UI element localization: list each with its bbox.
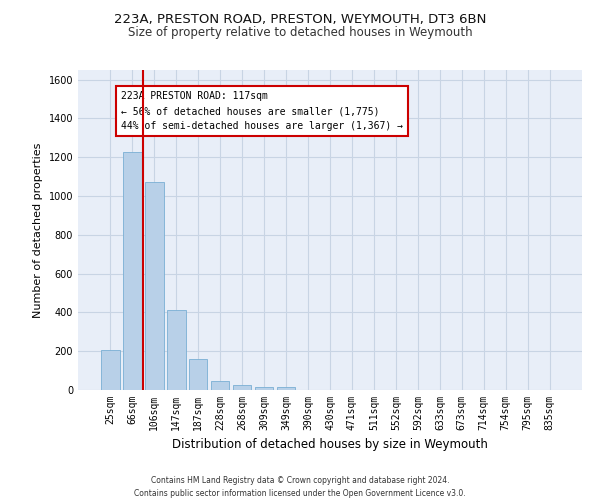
Bar bbox=[145, 182, 164, 390]
Bar bbox=[189, 359, 208, 390]
Bar bbox=[277, 387, 295, 390]
Bar bbox=[101, 350, 119, 390]
Bar bbox=[233, 385, 251, 390]
Bar bbox=[255, 387, 274, 390]
Y-axis label: Number of detached properties: Number of detached properties bbox=[33, 142, 43, 318]
Text: 223A, PRESTON ROAD, PRESTON, WEYMOUTH, DT3 6BN: 223A, PRESTON ROAD, PRESTON, WEYMOUTH, D… bbox=[114, 12, 486, 26]
Text: 223A PRESTON ROAD: 117sqm
← 56% of detached houses are smaller (1,775)
44% of se: 223A PRESTON ROAD: 117sqm ← 56% of detac… bbox=[121, 92, 403, 131]
Bar bbox=[123, 152, 142, 390]
X-axis label: Distribution of detached houses by size in Weymouth: Distribution of detached houses by size … bbox=[172, 438, 488, 452]
Bar bbox=[211, 382, 229, 390]
Text: Contains HM Land Registry data © Crown copyright and database right 2024.
Contai: Contains HM Land Registry data © Crown c… bbox=[134, 476, 466, 498]
Bar bbox=[167, 310, 185, 390]
Text: Size of property relative to detached houses in Weymouth: Size of property relative to detached ho… bbox=[128, 26, 472, 39]
